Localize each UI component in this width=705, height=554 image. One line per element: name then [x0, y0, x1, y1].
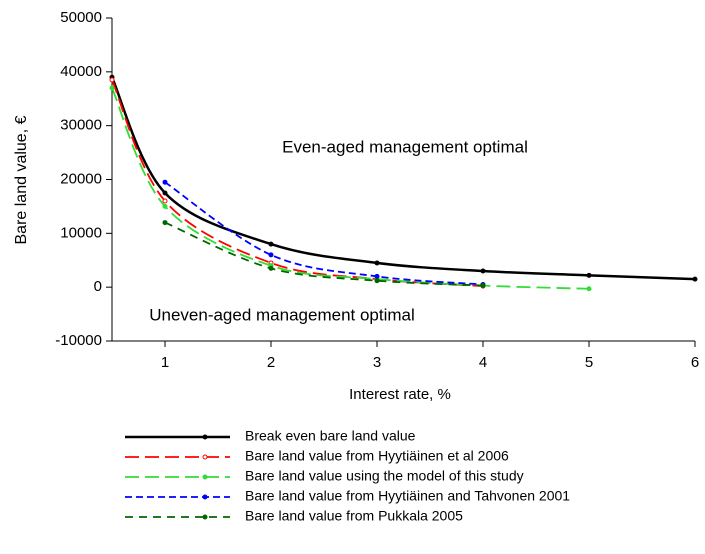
point-marker [162, 179, 168, 185]
point-marker [268, 252, 274, 258]
y-tick-label: 10000 [60, 224, 102, 241]
point-marker [268, 265, 274, 271]
legend-marker [202, 494, 208, 500]
series-line [111, 79, 484, 287]
point-marker [162, 203, 168, 209]
y-axis-label: Bare land value, € [13, 115, 30, 244]
series-line [110, 76, 696, 281]
y-tick-label: 30000 [60, 117, 102, 134]
x-tick-label: 1 [161, 354, 169, 371]
y-tick-label: 20000 [60, 170, 102, 187]
point-marker [162, 220, 168, 226]
series-line [164, 181, 484, 286]
legend-label: Break even bare land value [245, 428, 416, 444]
x-tick-label: 2 [267, 354, 275, 371]
point-marker [374, 260, 380, 266]
x-tick-label: 3 [373, 354, 381, 371]
series-line [111, 87, 590, 290]
legend-marker [202, 514, 208, 520]
legend-marker [202, 474, 208, 480]
point-marker [374, 278, 380, 284]
point-marker [692, 276, 698, 282]
legend-marker [202, 454, 208, 460]
point-marker [480, 268, 486, 274]
annotation: Even-aged management optimal [282, 137, 528, 156]
point-marker [586, 272, 592, 278]
point-marker [374, 273, 380, 279]
y-tick-label: 40000 [60, 63, 102, 80]
point-marker [268, 241, 274, 247]
legend-label: Bare land value from Hyytiäinen et al 20… [245, 448, 509, 464]
x-tick-label: 5 [585, 354, 593, 371]
point-marker [109, 77, 115, 83]
point-marker [162, 198, 168, 204]
legend-marker [202, 434, 208, 440]
series-line [164, 221, 484, 287]
legend-label: Bare land value from Pukkala 2005 [245, 508, 463, 524]
y-tick-label: 50000 [60, 9, 102, 26]
annotation: Uneven-aged management optimal [149, 305, 415, 324]
x-tick-label: 4 [479, 354, 487, 371]
point-marker [586, 286, 592, 292]
y-tick-label: -10000 [55, 332, 102, 349]
point-marker [480, 283, 486, 289]
x-tick-label: 6 [691, 354, 699, 371]
legend-label: Bare land value from Hyytiäinen and Tahv… [245, 488, 570, 504]
y-tick-label: 0 [94, 278, 102, 295]
legend-label: Bare land value using the model of this … [245, 468, 524, 484]
point-marker [162, 190, 168, 196]
point-marker [109, 85, 115, 91]
x-axis-label: Interest rate, % [349, 386, 451, 403]
